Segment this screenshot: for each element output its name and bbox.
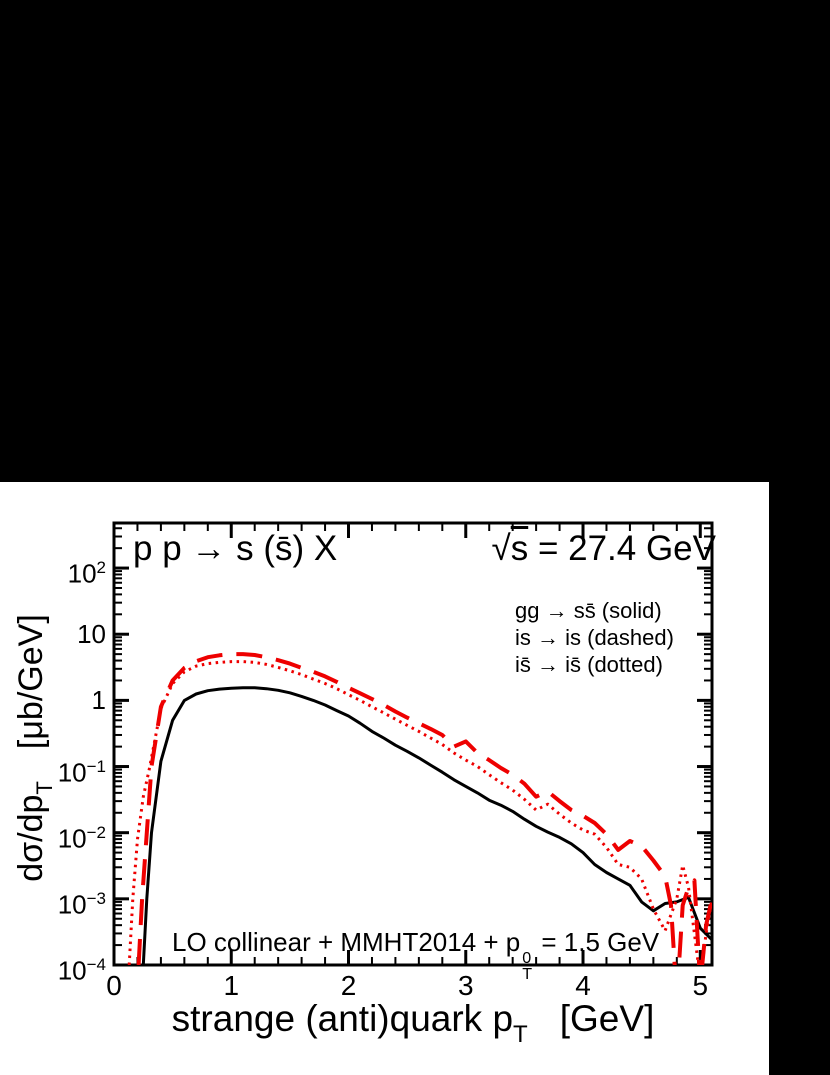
y-tick-label: 10−1 — [57, 756, 106, 788]
x-tick-label: 5 — [692, 970, 709, 1001]
y-tick-label: 10−2 — [57, 822, 106, 854]
y-tick-label: 10−3 — [57, 888, 106, 920]
y-tick-label: 102 — [67, 558, 106, 589]
x-tick-label: 3 — [457, 970, 474, 1001]
legend-item: is → is (dashed) — [515, 625, 674, 650]
series-dotted — [127, 660, 712, 965]
x-title-text: strange (anti)quark p — [171, 998, 514, 1039]
energy-value: = 27.4 GeV — [528, 529, 716, 568]
x-title-units: [GeV] — [559, 998, 655, 1039]
annotation-text: LO collinear + MMHT2014 + p — [172, 927, 521, 957]
x-tick-label: 0 — [106, 970, 122, 1001]
series-solid — [141, 686, 712, 965]
plot-panel — [0, 482, 769, 1075]
y-tick-label: 10−4 — [57, 955, 106, 986]
energy-label: √s = 27.4 GeV — [492, 527, 717, 571]
legend: gg → ss̄ (solid) is → is (dashed) is̄ → is… — [515, 597, 674, 678]
pt0-subscript: T — [522, 965, 533, 984]
pt0-superscript: 0 — [522, 949, 532, 968]
process-title: p p → s (s̄) X — [133, 529, 338, 568]
y-tick-label: 10 — [77, 619, 106, 650]
radicand: s — [510, 529, 529, 568]
y-tick-label: 1 — [91, 685, 106, 716]
legend-item: gg → ss̄ (solid) — [515, 598, 662, 623]
annotation-value: = 1.5 GeV — [534, 927, 660, 957]
radical-icon: √ — [491, 529, 511, 568]
series-dashed — [136, 652, 712, 965]
x-axis-title: strange (anti)quark pT [GeV] — [114, 996, 712, 1058]
x-title-subscript: T — [513, 1020, 528, 1048]
x-tick-label: 1 — [223, 970, 240, 1001]
x-tick-label: 4 — [575, 970, 591, 1001]
legend-item: is̄ → is̄ (dotted) — [515, 652, 663, 677]
x-tick-label: 2 — [340, 970, 357, 1001]
